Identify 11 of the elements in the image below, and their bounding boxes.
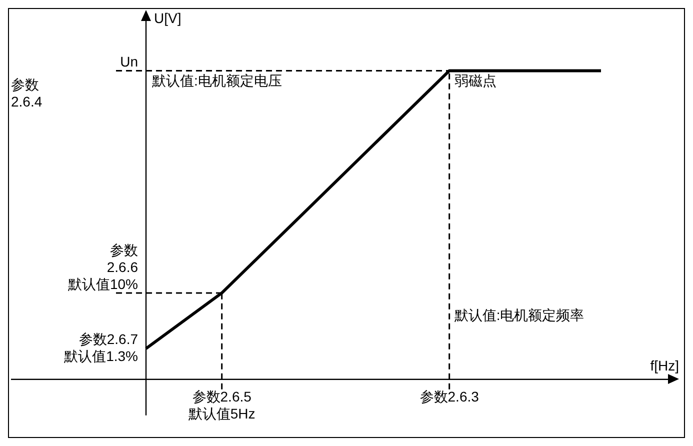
- x-tick-label: 参数2.6.3: [420, 388, 480, 405]
- ref-line-label: Un: [120, 54, 138, 70]
- ref-line-label: 参数 2.6.6 默认值10%: [66, 242, 138, 292]
- annotation: 参数2.6.7 默认值1.3%: [63, 330, 138, 364]
- annotation: 默认值:电机额定频率: [453, 307, 584, 324]
- x-axis-title: f[Hz]: [650, 357, 679, 374]
- x-tick-label: 参数2.6.5 默认值5Hz: [187, 388, 256, 422]
- y-axis-title: U[V]: [154, 10, 182, 26]
- annotation: 默认值:电机额定电压: [151, 72, 282, 89]
- annotation: 弱磁点: [454, 72, 496, 89]
- text: 参数 2.6.4: [11, 76, 42, 110]
